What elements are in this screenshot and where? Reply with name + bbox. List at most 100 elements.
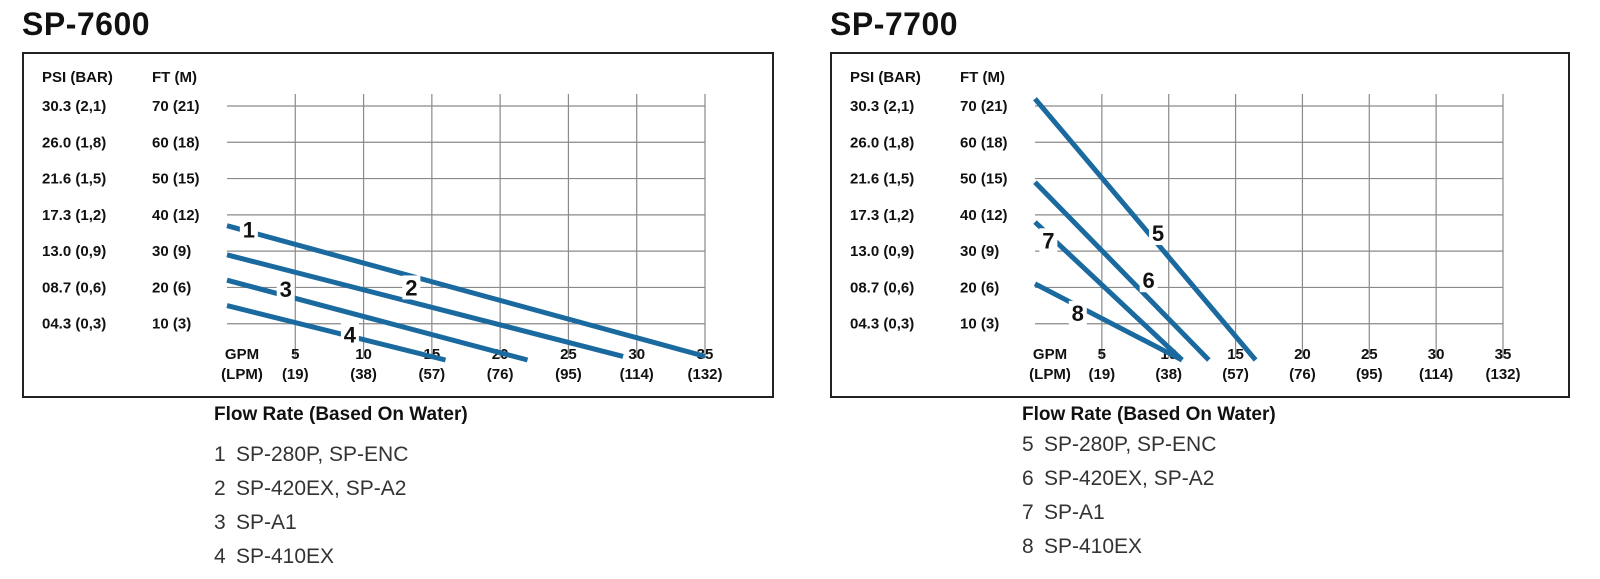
y-axis-label-ft: FT (M): [152, 69, 197, 86]
legend-item: 2 SP-420EX, SP-A2: [214, 472, 408, 506]
series-line-4: [226, 303, 447, 363]
x-tick-label-lpm: (76): [487, 366, 514, 383]
legend-label: SP-420EX, SP-A2: [1044, 467, 1215, 490]
legend-label: SP-280P, SP-ENC: [236, 443, 409, 466]
x-tick-label-lpm: (76): [1289, 366, 1316, 383]
series-line-1: [226, 223, 706, 359]
x-tick-label-lpm: (57): [419, 366, 446, 383]
series-label-1: 1: [243, 217, 255, 242]
legend-number: 6: [1022, 467, 1034, 490]
x-tick-label-lpm: (132): [1485, 366, 1520, 383]
x-tick-label-lpm: (19): [1089, 366, 1116, 383]
chart-title: SP-7700: [830, 6, 959, 42]
y-tick-label-psi: 26.0 (1,8): [42, 134, 106, 151]
legend: 5 SP-280P, SP-ENC 6 SP-420EX, SP-A2 7 SP-A1…: [1022, 428, 1216, 564]
pump-curve-chart-sp-7700: PSI (BAR) FT (M) 30.3 (2,1) 70 (21) 26.0 (1,…: [830, 52, 1570, 398]
y-tick-label-ft: 10 (3): [152, 316, 191, 333]
legend: 1 SP-280P, SP-ENC 2 SP-420EX, SP-A2 3 SP-A1…: [214, 438, 408, 574]
x-tick-label-gpm: 30: [1428, 346, 1445, 363]
y-tick-label-psi: 04.3 (0,3): [42, 316, 106, 333]
x-tick-label-lpm: (38): [1155, 366, 1182, 383]
pump-curve-chart-sp-7600: PSI (BAR) FT (M) 30.3 (2,1) 70 (21) 26.0 (1,…: [22, 52, 774, 398]
y-tick-label-psi: 26.0 (1,8): [850, 134, 914, 151]
y-tick-label-ft: 20 (6): [152, 279, 191, 296]
legend-number: 4: [214, 545, 226, 568]
y-tick-label-ft: 40 (12): [152, 207, 200, 224]
x-tick-label-gpm: 5: [1098, 346, 1106, 363]
legend-number: 2: [214, 477, 226, 500]
series-label-3: 3: [280, 277, 292, 302]
series-label-6: 6: [1143, 268, 1155, 293]
x-axis-label-gpm: GPM: [1033, 346, 1067, 363]
y-tick-label-ft: 20 (6): [960, 279, 999, 296]
x-tick-label-gpm: 15: [1227, 346, 1244, 363]
series-label-background: [276, 277, 295, 302]
legend-label: SP-A1: [236, 511, 297, 534]
y-tick-label-ft: 10 (3): [960, 316, 999, 333]
x-tick-label-gpm: 30: [628, 346, 645, 363]
series-label-background: [340, 322, 359, 347]
y-tick-label-ft: 50 (15): [960, 171, 1008, 188]
x-tick-label-gpm: 20: [1294, 346, 1311, 363]
series-label-5: 5: [1152, 221, 1164, 246]
y-tick-label-ft: 50 (15): [152, 171, 200, 188]
chart-panel-sp-7700: SP-7700 PSI (BAR) FT (M) 30.3 (2,1) 70 (21)…: [830, 0, 1600, 579]
series-line-6: [1033, 180, 1211, 362]
x-axis-caption: Flow Rate (Based On Water): [1022, 404, 1276, 425]
y-tick-label-psi: 30.3 (2,1): [42, 98, 106, 115]
series-label-8: 8: [1072, 301, 1084, 326]
legend-item: 3 SP-A1: [214, 506, 408, 540]
y-axis-label-psi: PSI (BAR): [850, 69, 921, 86]
series-line-7: [1033, 220, 1184, 362]
x-axis-label-lpm: (LPM): [221, 366, 263, 383]
series-line-8: [1033, 281, 1184, 363]
series-label-background: [402, 275, 421, 300]
legend-label: SP-A1: [1044, 501, 1105, 524]
series-label-7: 7: [1042, 228, 1054, 253]
plot-frame: [22, 52, 774, 398]
x-tick-label-lpm: (38): [350, 366, 377, 383]
y-tick-label-ft: 30 (9): [960, 243, 999, 260]
y-tick-label-ft: 70 (21): [960, 98, 1008, 115]
series-line-5: [1033, 97, 1258, 362]
legend-number: 1: [214, 443, 226, 466]
x-tick-label-gpm: 25: [560, 346, 577, 363]
x-tick-label-gpm: 35: [1495, 346, 1512, 363]
x-tick-label-lpm: (95): [1356, 366, 1383, 383]
series-label-2: 2: [405, 275, 417, 300]
x-tick-label-gpm: 25: [1361, 346, 1378, 363]
y-tick-label-ft: 30 (9): [152, 243, 191, 260]
legend-label: SP-410EX: [1044, 535, 1143, 558]
series-label-4: 4: [344, 323, 357, 348]
legend-item: 8 SP-410EX: [1022, 530, 1216, 564]
y-axis-label-ft: FT (M): [960, 69, 1005, 86]
series-label-background: [1068, 300, 1087, 325]
legend-number: 5: [1022, 433, 1034, 456]
legend-item: 4 SP-410EX: [214, 540, 408, 574]
legend-label: SP-410EX: [236, 545, 335, 568]
series-label-background: [239, 217, 258, 242]
x-tick-label-lpm: (114): [620, 366, 654, 383]
series-line-2: [226, 252, 624, 359]
x-tick-label-gpm: 10: [355, 346, 372, 363]
legend-number: 7: [1022, 501, 1034, 524]
legend-label: SP-420EX, SP-A2: [236, 477, 407, 500]
x-tick-label-lpm: (19): [282, 366, 309, 383]
x-tick-label-lpm: (132): [687, 366, 722, 383]
legend-number: 3: [214, 511, 226, 534]
chart-title: SP-7600: [22, 6, 151, 42]
x-tick-label-lpm: (57): [1222, 366, 1249, 383]
chart-panel-sp-7600: SP-7600 PSI (BAR) FT (M) 30.3 (2,1) 70 (21)…: [22, 0, 802, 579]
x-tick-label-lpm: (95): [555, 366, 582, 383]
y-tick-label-ft: 60 (18): [152, 134, 200, 151]
y-tick-label-ft: 60 (18): [960, 134, 1008, 151]
y-tick-label-ft: 70 (21): [152, 98, 200, 115]
y-tick-label-psi: 04.3 (0,3): [850, 316, 914, 333]
y-tick-label-psi: 30.3 (2,1): [850, 98, 914, 115]
legend-item: 5 SP-280P, SP-ENC: [1022, 428, 1216, 462]
x-tick-label-gpm: 5: [291, 346, 299, 363]
series-label-background: [1039, 228, 1058, 253]
y-tick-label-psi: 21.6 (1,5): [42, 171, 106, 188]
legend-item: 1 SP-280P, SP-ENC: [214, 438, 408, 472]
series-label-background: [1149, 221, 1168, 245]
